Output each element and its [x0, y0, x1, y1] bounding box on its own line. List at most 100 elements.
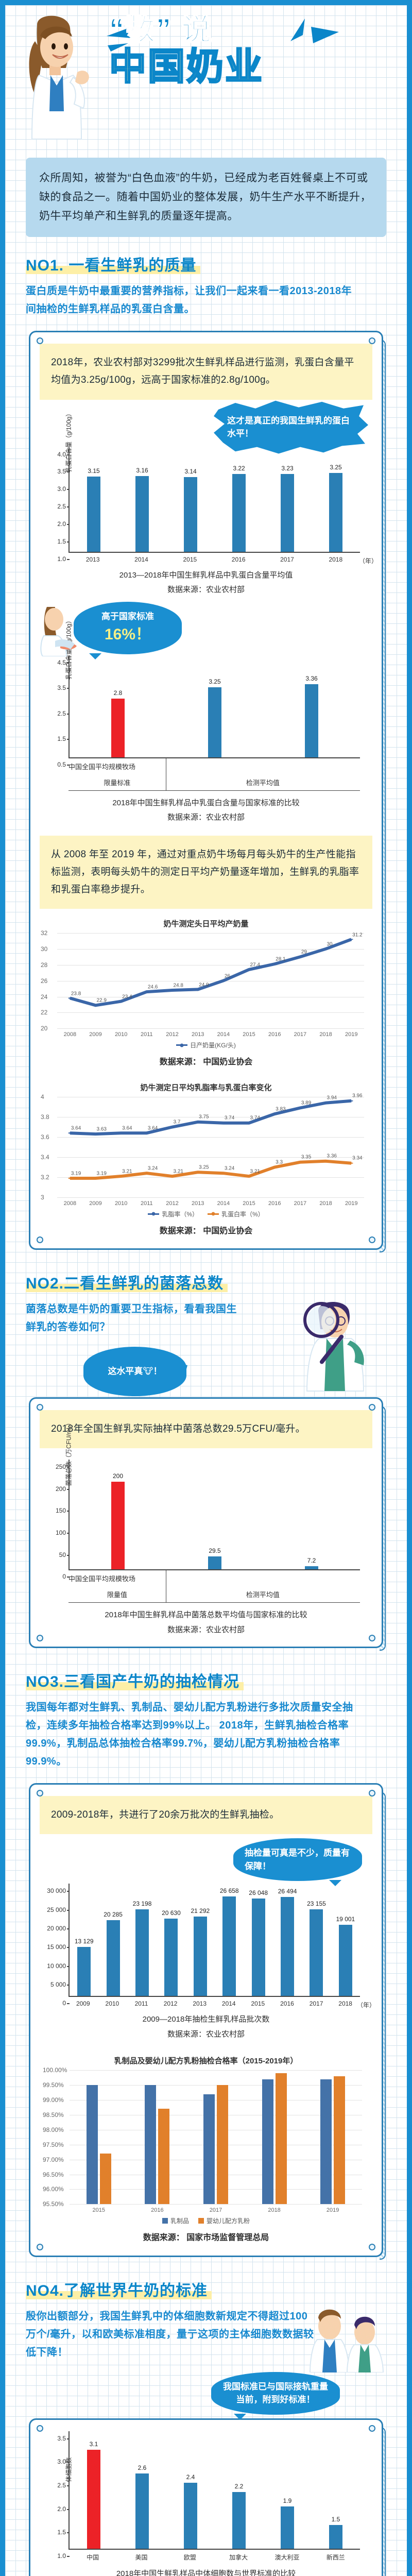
chart-fat-protein-rate: 奶牛测定日平均乳脂率与乳蛋白率变化 4 3.8 3.6 3.4 3.2 3 3.64 3.63… — [40, 1082, 372, 1239]
bar-column: 3.1 — [70, 2431, 118, 2549]
data-point-label: 30 — [327, 941, 333, 947]
section-no4-description: 殷你出额部分，我国生鲜乳中的体细胞数新规定不得超过100万个/毫升，以和欧美标准… — [26, 2310, 314, 2358]
bar-column: 200 — [70, 1460, 166, 1570]
chart-source-text: 数据来源： 中国奶业协会 — [159, 1058, 253, 1067]
x-tick: 澳大利亚 — [274, 2553, 300, 2561]
spark-right-icon — [290, 19, 339, 43]
screw-icon — [37, 2425, 43, 2432]
y-tick: 24 — [41, 993, 48, 1001]
y-tick: 30 — [41, 945, 48, 953]
bar-value-label: 19 001 — [336, 1916, 355, 1923]
chart-x-ticks: 2008 2009 2010 2011 2012 2013 2014 2015 2016 2017… — [57, 1197, 364, 1207]
grid-line — [70, 2070, 362, 2071]
screw-icon — [369, 1635, 375, 1642]
chart-caption: 2018年中国生鲜乳样品中菌落总数平均值与国家标准的比较 数据来源：农业农村部 — [40, 1608, 372, 1637]
y-tick: 3.0 — [57, 485, 70, 493]
bar-column: 1.5 — [312, 2431, 360, 2549]
spark-left-icon — [107, 25, 138, 52]
data-point-label: 3.63 — [96, 1126, 107, 1132]
y-tick: 3.4 — [41, 1153, 49, 1161]
chart-legend: 乳制品 婴幼儿配方乳粉 — [40, 2216, 372, 2225]
bar — [158, 2109, 170, 2205]
section-no1-heading: NO1. 一看生鲜乳的质量 — [26, 252, 201, 275]
x-tick: 2013 — [191, 1200, 204, 1207]
data-point-label: 3.75 — [199, 1114, 209, 1121]
bar: 1.5 — [329, 2516, 342, 2549]
bar-value-label: 20 285 — [104, 1910, 123, 1918]
chart-dairy-pass-rate: 乳制品及婴幼儿配方乳粉抽检合格率（2015-2019年） 100.00% 99.5… — [40, 2055, 372, 2246]
y-tick: 0.5 — [57, 761, 70, 768]
bar: 3.15 — [87, 467, 100, 552]
bar-value-label: 13 129 — [74, 1937, 94, 1945]
y-tick: 2.5 — [57, 503, 70, 510]
bar: 3.1 — [87, 2441, 100, 2549]
legend-label: 日产奶量(KG/头) — [190, 1042, 236, 1049]
legend-item: 婴幼儿配方乳粉 — [198, 2216, 250, 2225]
bar-value-label: 26 048 — [249, 1889, 268, 1897]
bar-column: 23 198 — [128, 1884, 157, 1996]
y-tick: 1.5 — [57, 538, 70, 545]
card-no2: 2018年全国生鲜乳实际抽样中菌落总数29.5万CFU/毫升。 菌落总数（万CF… — [29, 1397, 386, 1651]
x-tick: 2017 — [309, 2000, 323, 2008]
legend-item: 日产奶量(KG/头) — [176, 1041, 236, 1049]
bar-value-label: 7.2 — [307, 1557, 316, 1565]
x-tick: 2013 — [193, 2000, 207, 2008]
x-tick: 2019 — [326, 2207, 339, 2214]
chart-x-ticks: 中国 全国平均 规模牧场 — [68, 1570, 360, 1586]
x-tick: 2008 — [63, 1200, 77, 1207]
bar-column: 3.25 — [166, 655, 263, 757]
data-point-label: 3.64 — [122, 1125, 132, 1131]
chart-plot-area: 4 3.8 3.6 3.4 3.2 3 3.64 3.63 3.64 3.64 3.7 3.75 3.7… — [41, 1093, 364, 1201]
x-tick: 中国 — [68, 762, 82, 771]
grid-line — [70, 2204, 362, 2205]
bar-column: 29.5 — [166, 1460, 263, 1570]
bar — [145, 2085, 157, 2205]
bar-group — [245, 2070, 304, 2205]
x-tick: 2012 — [166, 1031, 179, 1038]
data-point-label: 3.3 — [276, 1159, 283, 1165]
speech-bubble-protein-level-text: 这才是真正的我国生鲜乳的蛋白水平！ — [227, 415, 350, 439]
x-tick: 2018 — [319, 1031, 332, 1038]
chart-bars: 3.1 2.6 2.4 2.2 1.9 1.5 — [70, 2431, 360, 2549]
chart-protein-by-year: 乳蛋白含量（g/100g） 4.0 3.5 3.0 2.5 2.0 1.5 1.… — [40, 411, 377, 598]
heading-highlight — [26, 266, 201, 275]
data-point-label: 3.89 — [301, 1100, 312, 1106]
y-tick: 3.8 — [41, 1113, 49, 1121]
section-no2-heading-text: NO2.二看生鲜乳的菌落总数 — [26, 1275, 224, 1292]
y-tick: 96.00% — [43, 2185, 64, 2193]
heading-highlight — [26, 2291, 212, 2299]
data-point-label: 26 — [224, 973, 230, 979]
section-no1-heading-text: NO1. 一看生鲜乳的质量 — [26, 257, 197, 275]
bar: 3.25 — [329, 464, 342, 552]
note-no2: 2018年全国生鲜乳实际抽样中菌落总数29.5万CFU/毫升。 — [40, 1410, 372, 1449]
x-tick: 2010 — [114, 1200, 128, 1207]
bar: 20 285 — [104, 1911, 123, 1996]
y-tick: 3.5 — [57, 2435, 70, 2442]
chart-caption: 2018年中国生鲜乳样品中体细胞数与世界标准的比较 数据来源：中国奶业协会 — [40, 2567, 372, 2576]
bar-column: 26 658 — [215, 1884, 244, 1996]
chart-grouped-x-axis: 中国 全国平均 规模牧场 限量值 检测平均值 — [68, 1570, 360, 1603]
bar-value-label: 3.16 — [136, 467, 148, 474]
y-tick: 97.50% — [43, 2141, 64, 2148]
data-point-label: 29 — [301, 950, 307, 956]
bar-value-label: 2.6 — [138, 2464, 147, 2471]
data-point-label: 3.19 — [96, 1171, 107, 1177]
x-tick: 2015 — [183, 555, 197, 563]
chart-plot-area: 32 30 28 26 24 22 20 23.8 22.9 23.4 24.6 24.8 24.9 26… — [41, 929, 364, 1032]
x-tick: 2014 — [221, 2000, 236, 2008]
x-tick: 2017 — [209, 2207, 222, 2214]
y-tick: 4 — [41, 1093, 44, 1100]
y-tick: 4.0 — [57, 451, 70, 458]
section-no3-description: 我国每年都对生鲜乳、乳制品、婴幼儿配方乳粉进行多批次质量安全抽检，连续多年抽检合… — [26, 1702, 353, 1768]
y-tick: 99.00% — [43, 2096, 64, 2104]
x-tick: 欧盟 — [183, 2553, 196, 2561]
section-no2-description: 菌落总数是牛奶的重要卫生指标，看看我国生鲜乳的答卷如何？ — [26, 1303, 237, 1333]
x-tick: 全国平均 — [82, 1575, 109, 1583]
bar-group — [128, 2070, 187, 2205]
y-tick: 3.5 — [57, 684, 70, 691]
y-tick: 3.0 — [57, 2458, 70, 2465]
screw-icon — [369, 2243, 375, 2250]
section-no3: NO3.三看国产牛奶的抽检情况 我国每年都对生鲜乳、乳制品、婴幼儿配方乳粉进行多… — [11, 1653, 401, 2260]
section-no3-heading-text: NO3.三看国产牛奶的抽检情况 — [26, 1673, 240, 1691]
bar-value-label: 3.25 — [209, 677, 221, 685]
